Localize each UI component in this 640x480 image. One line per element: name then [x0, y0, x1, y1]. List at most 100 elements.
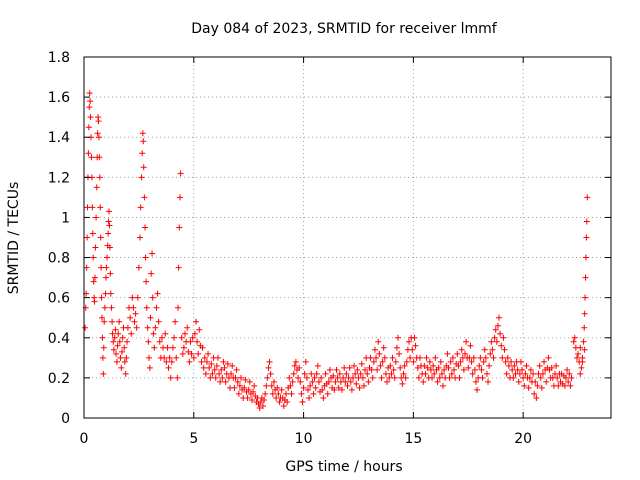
data-point: [268, 382, 275, 389]
data-point: [164, 344, 171, 351]
data-point: [565, 378, 572, 385]
plot-frame: [83, 56, 612, 419]
data-point: [274, 384, 281, 391]
data-point: [251, 382, 258, 389]
data-point: [340, 374, 347, 381]
data-point: [505, 362, 512, 369]
data-point: [192, 318, 199, 325]
data-point: [289, 378, 296, 385]
data-point: [488, 338, 495, 345]
data-point: [290, 370, 297, 377]
data-point: [543, 378, 550, 385]
data-point: [248, 396, 255, 403]
data-point: [403, 358, 410, 365]
data-point: [144, 324, 151, 331]
data-point: [346, 364, 353, 371]
data-point: [238, 374, 245, 381]
tick-labels: 0 0.2 0.4 0.6 0.8 1 1.2 1.4 1.6 1.8 0 5 10 15 20: [48, 50, 532, 447]
data-point: [336, 370, 343, 377]
data-point: [415, 374, 422, 381]
data-point: [142, 224, 149, 231]
data-point: [196, 326, 203, 333]
data-point: [370, 358, 377, 365]
data-point: [96, 174, 103, 181]
data-point: [113, 358, 120, 365]
data-point: [109, 330, 116, 337]
data-point: [435, 364, 442, 371]
data-point: [145, 338, 152, 345]
data-point: [219, 374, 226, 381]
data-point: [531, 390, 538, 397]
data-point: [127, 314, 134, 321]
data-point: [322, 370, 329, 377]
data-point: [257, 398, 264, 405]
data-point: [501, 346, 508, 353]
data-point: [189, 334, 196, 341]
data-point: [497, 330, 504, 337]
y-tick-label: 0: [61, 411, 70, 427]
data-point: [211, 366, 218, 373]
data-point: [555, 382, 562, 389]
data-point: [511, 362, 518, 369]
data-point: [162, 330, 169, 337]
data-point: [533, 394, 540, 401]
data-point: [287, 382, 294, 389]
data-point: [411, 334, 418, 341]
data-point: [392, 358, 399, 365]
data-point: [207, 374, 214, 381]
data-point: [548, 364, 555, 371]
data-point: [174, 374, 181, 381]
x-tick-label: 0: [80, 431, 89, 447]
data-point: [352, 370, 359, 377]
data-point: [388, 370, 395, 377]
data-point: [307, 382, 314, 389]
y-tick-label: 1.6: [48, 90, 70, 106]
data-point: [561, 382, 568, 389]
data-point: [553, 362, 560, 369]
data-point: [308, 370, 315, 377]
data-point: [401, 362, 408, 369]
data-point: [98, 264, 105, 271]
data-point: [87, 98, 94, 105]
data-point: [205, 350, 212, 357]
data-point: [353, 380, 360, 387]
data-point: [313, 370, 320, 377]
data-point: [198, 358, 205, 365]
data-point: [213, 362, 220, 369]
data-point: [564, 366, 571, 373]
data-point: [232, 374, 239, 381]
data-point: [342, 378, 349, 385]
data-point: [216, 370, 223, 377]
data-point: [104, 254, 111, 261]
data-point: [190, 354, 197, 361]
data-point: [84, 234, 91, 241]
data-point: [235, 390, 242, 397]
data-point: [300, 384, 307, 391]
data-point: [446, 374, 453, 381]
data-point: [489, 346, 496, 353]
data-point: [471, 366, 478, 373]
data-point: [146, 364, 153, 371]
data-point: [485, 378, 492, 385]
data-point: [298, 390, 305, 397]
data-point: [441, 366, 448, 373]
data-point: [176, 224, 183, 231]
data-point: [233, 366, 240, 373]
data-point: [280, 402, 287, 409]
data-point: [381, 354, 388, 361]
chart-title: Day 084 of 2023, SRMTID for receiver lmm…: [191, 21, 498, 37]
data-point: [270, 378, 277, 385]
data-point: [334, 374, 341, 381]
data-point: [172, 318, 179, 325]
data-point: [301, 370, 308, 377]
data-point: [358, 360, 365, 367]
data-point: [185, 348, 192, 355]
data-point: [206, 364, 213, 371]
data-point: [541, 358, 548, 365]
data-point: [269, 390, 276, 397]
data-point: [580, 338, 587, 345]
data-point: [123, 354, 130, 361]
data-point: [465, 364, 472, 371]
data-point: [302, 358, 309, 365]
y-tick-label: 0.8: [48, 251, 70, 267]
